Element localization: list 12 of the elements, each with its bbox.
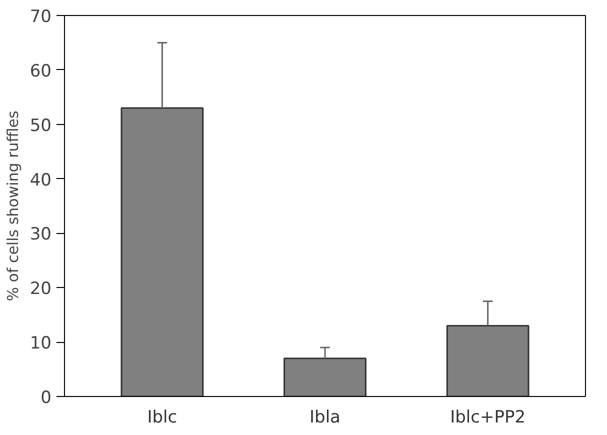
- y-tick-label: 30: [30, 224, 52, 245]
- y-tick-label: 10: [30, 334, 52, 354]
- x-tick-label: Iblc+PP2: [450, 408, 526, 428]
- y-tick-label: 20: [30, 279, 52, 300]
- y-tick-label: 50: [30, 116, 52, 136]
- y-tick-label: 70: [30, 7, 52, 27]
- y-tick-label: 40: [30, 170, 52, 190]
- x-tick-label: Iblc: [147, 408, 178, 428]
- y-tick-label: 0: [40, 388, 52, 408]
- x-tick-label: Ibla: [310, 408, 340, 428]
- y-axis-title: % of cells showing ruffles: [4, 110, 22, 302]
- y-tick-label: 60: [30, 61, 52, 82]
